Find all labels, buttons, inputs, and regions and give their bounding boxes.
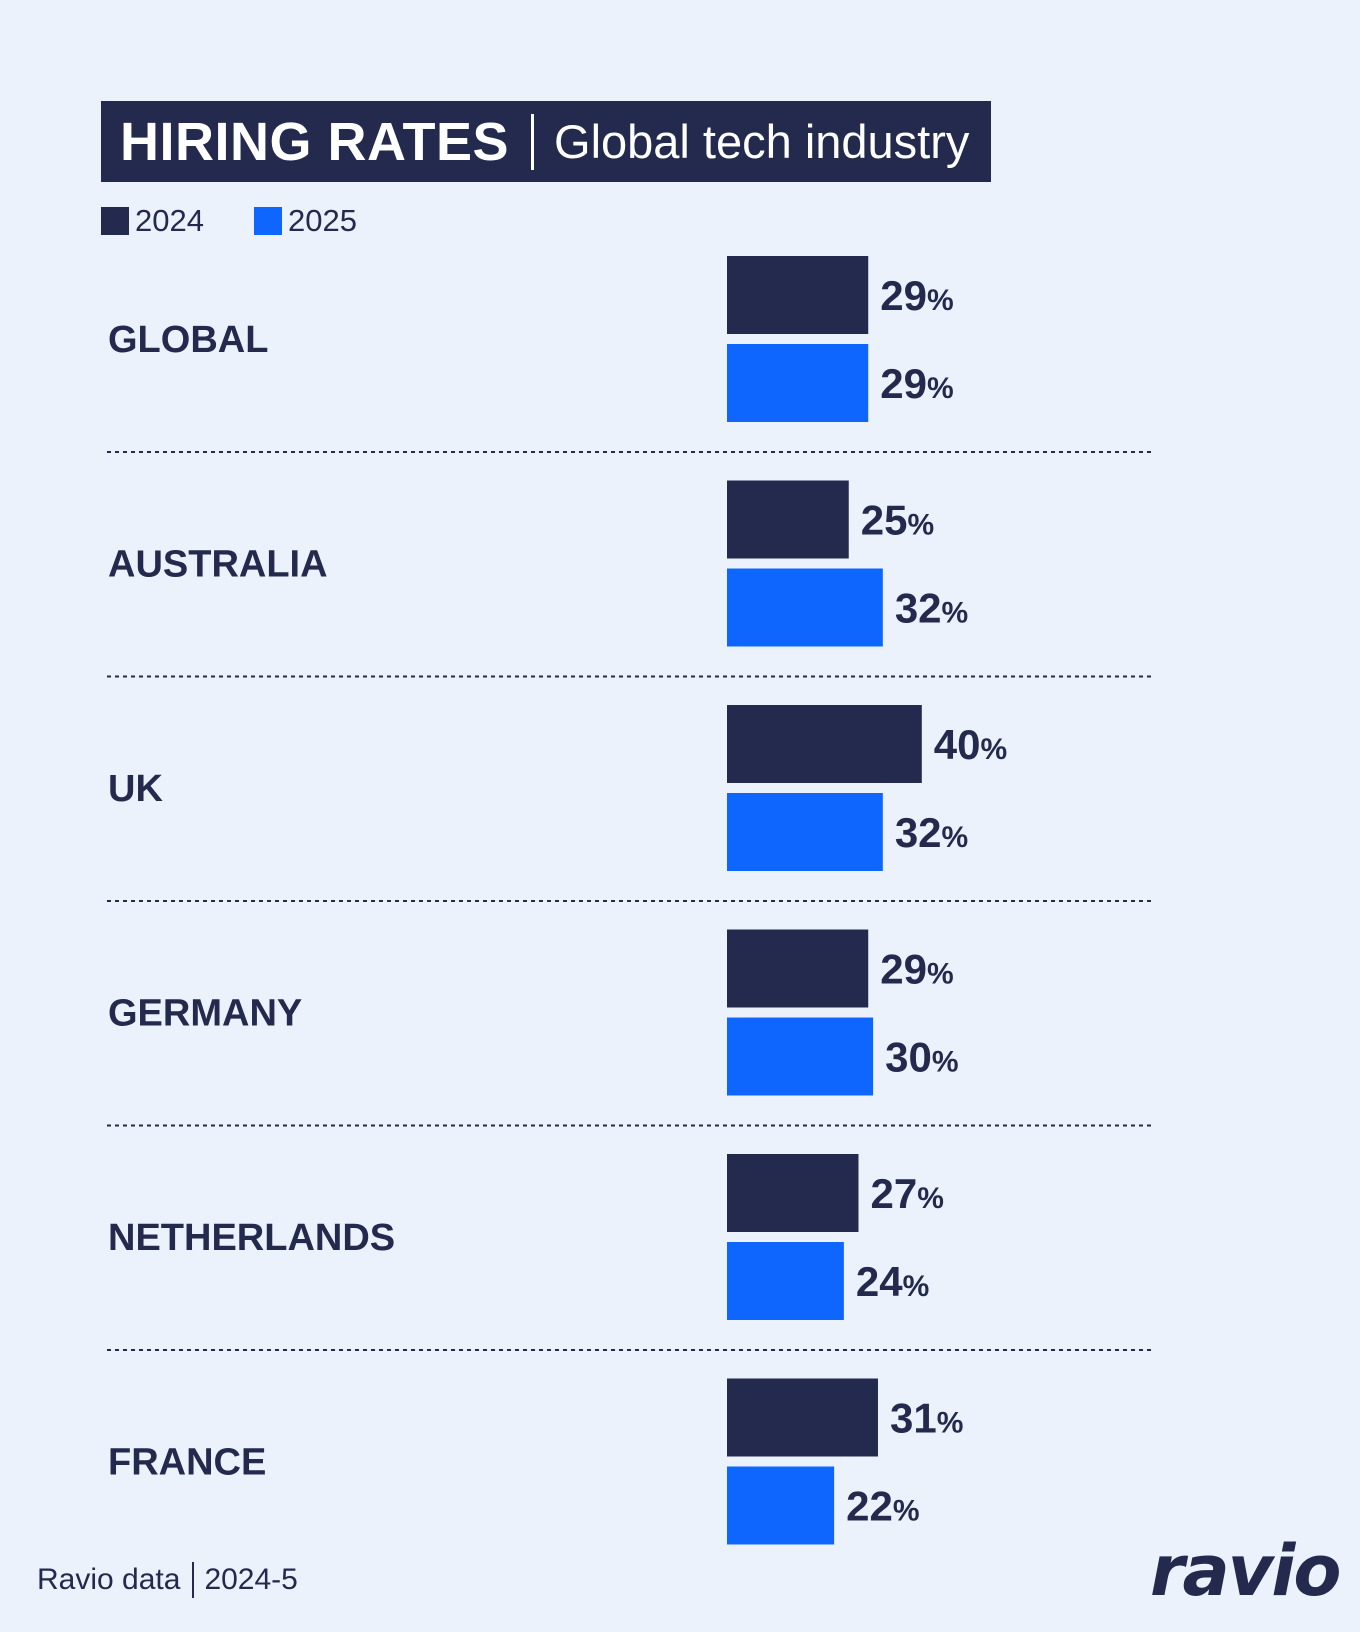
bar-germany-2025 <box>727 1017 874 1096</box>
legend: 2024 2025 <box>101 203 407 239</box>
legend-swatch-2024 <box>101 207 129 235</box>
ravio-logo: ravio <box>1150 1530 1341 1612</box>
category-label-france: FRANCE <box>108 1442 266 1484</box>
category-label-germany: GERMANY <box>108 993 302 1035</box>
bar-australia-2025 <box>727 568 883 647</box>
chart-subtitle: Global tech industry <box>554 115 970 168</box>
data-label-netherlands-2024: 27% <box>870 1170 943 1217</box>
bar-france-2025 <box>727 1466 835 1545</box>
legend-item-2024: 2024 <box>101 203 204 239</box>
footer-source: Ravio data <box>37 1563 181 1596</box>
data-label-germany-2025: 30% <box>885 1034 958 1081</box>
bar-uk-2024 <box>727 705 922 783</box>
data-label-germany-2024: 29% <box>880 946 953 993</box>
category-label-global: GLOBAL <box>108 319 268 361</box>
bar-global-2025 <box>727 344 869 422</box>
legend-swatch-2025 <box>253 207 282 235</box>
bar-global-2024 <box>727 256 869 334</box>
data-label-france-2024: 31% <box>890 1395 963 1442</box>
footer-period: 2024-5 <box>204 1563 298 1596</box>
data-label-australia-2025: 32% <box>895 585 968 632</box>
bar-uk-2025 <box>727 793 883 871</box>
legend-label-2025: 2025 <box>287 203 357 238</box>
legend-label-2024: 2024 <box>135 203 204 238</box>
data-label-uk-2025: 32% <box>895 809 968 856</box>
bar-netherlands-2024 <box>727 1154 859 1232</box>
bar-australia-2024 <box>727 480 849 559</box>
bar-netherlands-2025 <box>727 1242 844 1320</box>
data-label-global-2024: 29% <box>880 272 953 319</box>
data-label-global-2025: 29% <box>880 360 953 407</box>
data-label-uk-2024: 40% <box>934 721 1007 768</box>
chart-title: HIRING RATES <box>120 111 510 172</box>
category-label-australia: AUSTRALIA <box>108 544 328 586</box>
data-label-netherlands-2025: 24% <box>856 1258 929 1305</box>
category-label-netherlands: NETHERLANDS <box>108 1217 395 1259</box>
footer-divider <box>192 1562 195 1598</box>
bar-germany-2024 <box>727 929 869 1008</box>
category-label-uk: UK <box>108 768 163 810</box>
bar-france-2024 <box>727 1378 878 1457</box>
legend-item-2025: 2025 <box>253 203 357 239</box>
title-divider <box>531 113 535 170</box>
data-label-france-2025: 22% <box>846 1483 919 1530</box>
footer: Ravio data 2024-5 <box>37 1562 298 1598</box>
chart-title-banner: HIRING RATES Global tech industry <box>101 101 992 182</box>
data-label-australia-2024: 25% <box>861 497 934 544</box>
